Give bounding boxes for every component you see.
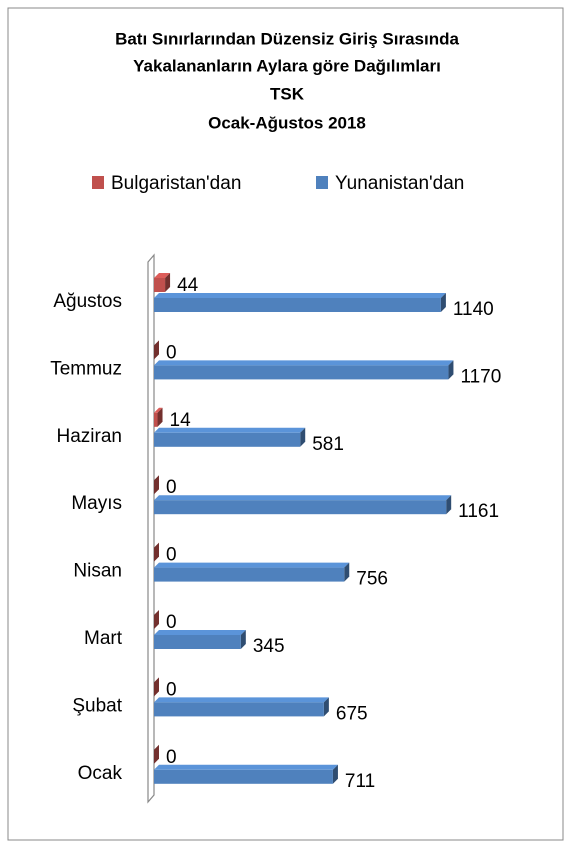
- bar: [154, 278, 166, 292]
- y-tick-label: Mayıs: [71, 493, 122, 514]
- bar-side: [154, 744, 159, 764]
- data-label: 0: [166, 477, 177, 498]
- bar: [154, 635, 241, 649]
- data-label: 0: [166, 747, 177, 768]
- legend-label: Yunanistan'dan: [335, 173, 464, 194]
- data-label: 14: [170, 410, 192, 431]
- data-label: 711: [345, 771, 375, 792]
- y-tick-label: Temmuz: [50, 358, 122, 379]
- bar-side: [448, 360, 454, 380]
- data-label: 675: [336, 703, 368, 724]
- data-label: 1161: [458, 501, 499, 522]
- bar-top: [154, 630, 246, 635]
- bar-side: [323, 697, 329, 717]
- bar-side: [157, 407, 163, 427]
- bar-side: [154, 340, 159, 360]
- data-label: 1140: [453, 299, 494, 320]
- data-label: 0: [166, 679, 177, 700]
- legend-swatch: [92, 176, 104, 189]
- bar: [154, 365, 449, 380]
- bar-side: [344, 562, 350, 582]
- chart-title: TSK: [270, 84, 305, 103]
- bar: [154, 412, 158, 427]
- bar-side: [154, 610, 159, 629]
- data-label: 44: [177, 275, 199, 296]
- bar-top: [154, 697, 329, 703]
- y-tick-label: Ocak: [78, 763, 123, 784]
- bar-side: [300, 427, 306, 447]
- bar-top: [154, 273, 171, 278]
- bar-top: [154, 407, 163, 413]
- bar-top: [154, 764, 338, 770]
- y-tick-label: Nisan: [73, 561, 122, 582]
- y-tick-label: Şubat: [72, 695, 122, 716]
- legend-label: Bulgaristan'dan: [111, 173, 241, 194]
- bar-side: [240, 630, 246, 649]
- y-tick-label: Haziran: [57, 426, 122, 447]
- data-label: 581: [312, 434, 344, 455]
- chart-title: Batı Sınırlarından Düzensiz Giriş Sırası…: [115, 29, 459, 48]
- bar-top: [154, 360, 454, 366]
- data-label: 0: [166, 545, 177, 566]
- bar-side: [332, 764, 338, 784]
- bar-side: [165, 273, 171, 292]
- bar: [154, 702, 324, 717]
- axis-wall: [147, 253, 155, 804]
- bar-top: [154, 427, 306, 433]
- bar: [154, 298, 441, 312]
- chart-title: Ocak-Ağustos 2018: [208, 113, 366, 132]
- data-label: 0: [166, 342, 177, 363]
- data-label: 756: [356, 569, 388, 590]
- bar-top: [154, 293, 446, 298]
- bar-side: [440, 293, 446, 312]
- bar-side: [154, 542, 159, 562]
- chart-title: Yakalananların Aylara göre Dağılımları: [133, 56, 441, 75]
- data-label: 345: [253, 636, 285, 657]
- bar-side: [154, 677, 159, 697]
- data-label: 1170: [460, 366, 501, 387]
- bar-side: [154, 475, 159, 495]
- data-label: 0: [166, 612, 177, 633]
- bar: [154, 567, 345, 582]
- bar: [154, 769, 333, 784]
- bar: [154, 432, 301, 447]
- bar-top: [154, 495, 452, 501]
- bar: [154, 500, 447, 515]
- y-tick-label: Mart: [84, 628, 123, 649]
- legend-swatch: [316, 176, 328, 189]
- y-tick-label: Ağustos: [53, 291, 122, 312]
- bar-top: [154, 562, 350, 568]
- bar-side: [446, 495, 452, 515]
